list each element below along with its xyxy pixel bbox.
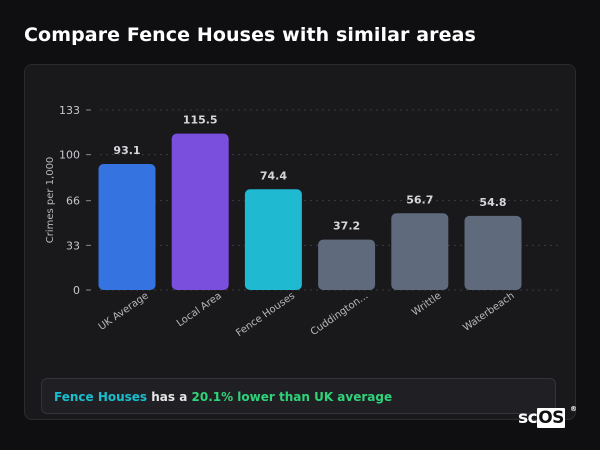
bar xyxy=(171,133,229,290)
y-tick-label: 133 xyxy=(59,104,80,117)
data-label: 74.4 xyxy=(260,169,287,182)
bar xyxy=(244,189,302,290)
callout-text: has a xyxy=(147,390,192,404)
bar xyxy=(391,213,449,290)
y-tick-label: 100 xyxy=(59,149,80,162)
data-label: 56.7 xyxy=(406,193,433,206)
data-label: 115.5 xyxy=(183,114,218,127)
y-tick-label: 0 xyxy=(73,284,80,297)
x-tick-label: Waterbeach xyxy=(461,290,516,333)
bar xyxy=(318,239,376,290)
data-label: 93.1 xyxy=(113,144,140,157)
brand-logo: scOS ® xyxy=(518,405,577,428)
comparison-callout: Fence Houses has a 20.1% lower than UK a… xyxy=(41,378,556,414)
x-tick-label: Cuddington... xyxy=(309,290,371,338)
bar xyxy=(464,215,522,290)
data-label: 37.2 xyxy=(333,220,360,233)
bar xyxy=(98,164,156,290)
callout-difference: 20.1% lower than UK average xyxy=(191,390,393,404)
y-tick-label: 66 xyxy=(66,195,80,208)
data-label: 54.8 xyxy=(479,196,506,209)
x-tick-label: Writtle xyxy=(410,290,443,318)
x-tick-label: Fence Houses xyxy=(234,290,297,339)
x-tick-label: UK Average xyxy=(97,290,151,332)
x-tick-label: Local Area xyxy=(175,290,224,329)
y-tick-label: 33 xyxy=(66,239,80,252)
callout-area-name: Fence Houses xyxy=(54,390,148,404)
y-axis-label: Crimes per 1,000 xyxy=(45,157,56,244)
page-title: Compare Fence Houses with similar areas xyxy=(24,24,476,46)
